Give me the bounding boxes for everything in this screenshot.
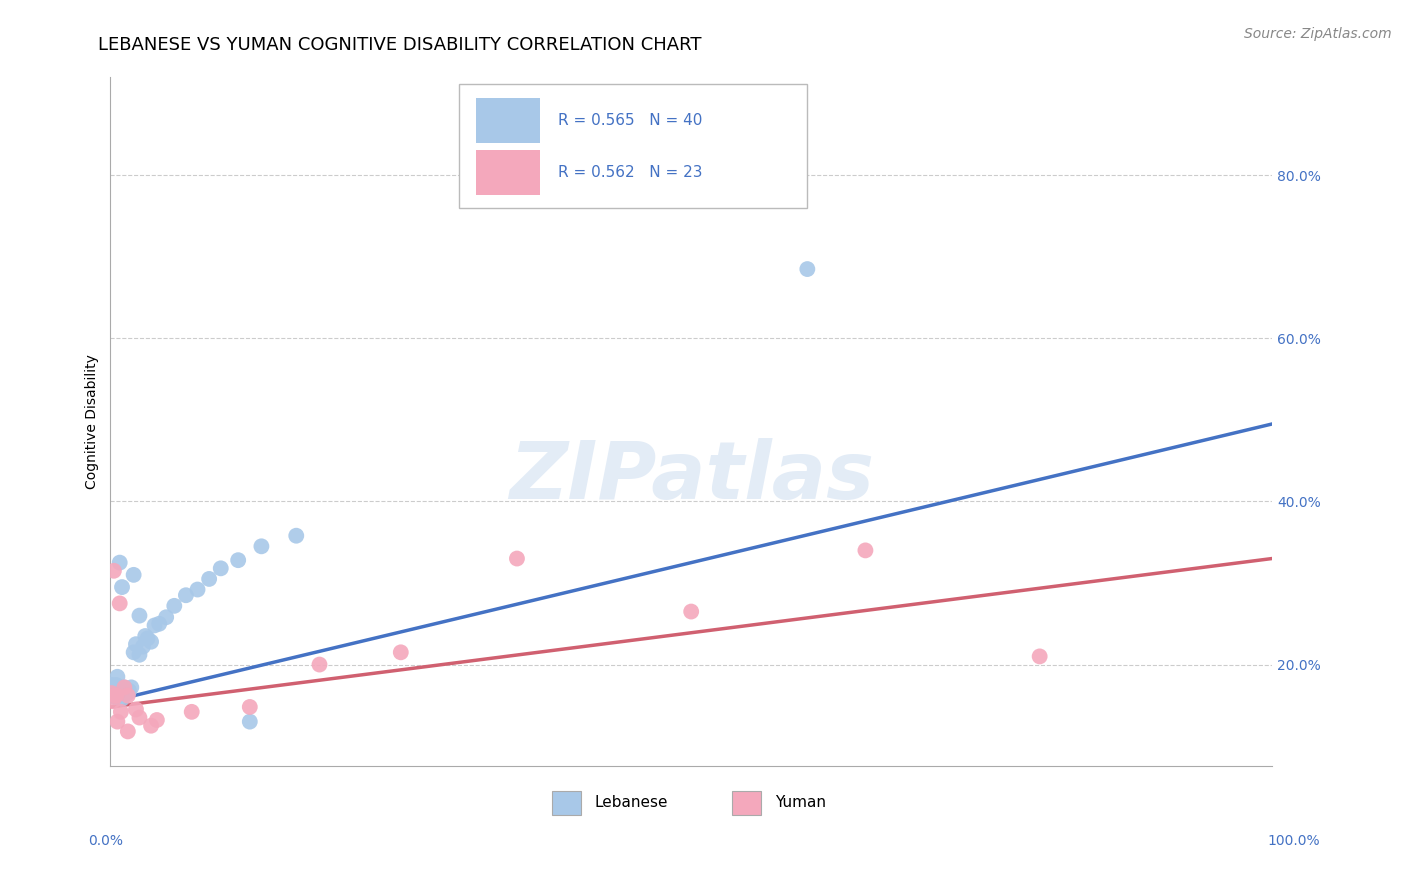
Point bbox=[112, 681, 135, 695]
Point bbox=[163, 599, 186, 613]
Point bbox=[174, 588, 197, 602]
Point bbox=[100, 686, 122, 700]
Point bbox=[114, 683, 136, 698]
Point bbox=[103, 564, 125, 578]
Point bbox=[104, 690, 127, 705]
Point bbox=[103, 686, 125, 700]
Point bbox=[226, 553, 249, 567]
Point bbox=[120, 681, 142, 695]
Point bbox=[250, 539, 273, 553]
Point bbox=[125, 702, 148, 716]
Point bbox=[111, 691, 134, 706]
Point bbox=[239, 714, 262, 729]
Point bbox=[108, 556, 131, 570]
Point bbox=[105, 670, 128, 684]
Point bbox=[148, 616, 170, 631]
Point bbox=[139, 719, 162, 733]
Point bbox=[139, 634, 162, 648]
Point bbox=[105, 714, 128, 729]
Point bbox=[101, 681, 124, 696]
Y-axis label: Cognitive Disability: Cognitive Disability bbox=[86, 354, 100, 490]
Point bbox=[108, 596, 131, 610]
Point bbox=[100, 678, 122, 692]
Point bbox=[143, 618, 166, 632]
Point bbox=[132, 640, 155, 654]
Point bbox=[209, 561, 232, 575]
Point bbox=[136, 632, 159, 646]
Point bbox=[117, 689, 139, 703]
Point bbox=[104, 689, 127, 703]
Point bbox=[112, 681, 135, 695]
FancyBboxPatch shape bbox=[458, 85, 807, 209]
Point bbox=[110, 689, 132, 703]
Point bbox=[198, 572, 221, 586]
Point bbox=[111, 580, 134, 594]
Point bbox=[110, 705, 132, 719]
Point bbox=[128, 710, 150, 724]
Point bbox=[112, 688, 135, 702]
Point bbox=[128, 648, 150, 662]
Point bbox=[128, 608, 150, 623]
Point bbox=[796, 262, 818, 277]
Point bbox=[117, 724, 139, 739]
Point bbox=[1028, 649, 1050, 664]
Point bbox=[180, 705, 202, 719]
Point bbox=[506, 551, 529, 566]
Point bbox=[105, 689, 128, 703]
Point bbox=[681, 605, 703, 619]
Text: Lebanese: Lebanese bbox=[595, 795, 668, 810]
Point bbox=[122, 567, 145, 582]
Point bbox=[134, 629, 156, 643]
Text: R = 0.565   N = 40: R = 0.565 N = 40 bbox=[558, 113, 702, 128]
Text: Source: ZipAtlas.com: Source: ZipAtlas.com bbox=[1244, 27, 1392, 41]
FancyBboxPatch shape bbox=[477, 150, 540, 194]
Point bbox=[101, 694, 124, 708]
Text: Yuman: Yuman bbox=[775, 795, 825, 810]
Point bbox=[108, 683, 131, 698]
Text: LEBANESE VS YUMAN COGNITIVE DISABILITY CORRELATION CHART: LEBANESE VS YUMAN COGNITIVE DISABILITY C… bbox=[98, 36, 702, 54]
Point bbox=[155, 610, 177, 624]
Point bbox=[125, 637, 148, 651]
Point bbox=[855, 543, 877, 558]
Point bbox=[239, 700, 262, 714]
Point bbox=[186, 582, 208, 597]
Point bbox=[117, 686, 139, 700]
FancyBboxPatch shape bbox=[551, 790, 581, 814]
Point bbox=[118, 683, 141, 698]
Point bbox=[105, 678, 128, 692]
FancyBboxPatch shape bbox=[477, 98, 540, 143]
Point bbox=[146, 713, 169, 727]
FancyBboxPatch shape bbox=[733, 790, 761, 814]
Point bbox=[107, 681, 129, 696]
Point bbox=[389, 645, 412, 659]
Point bbox=[122, 645, 145, 659]
Point bbox=[285, 529, 308, 543]
Point bbox=[308, 657, 330, 672]
Text: 100.0%: 100.0% bbox=[1267, 834, 1320, 848]
Text: R = 0.562   N = 23: R = 0.562 N = 23 bbox=[558, 165, 702, 179]
Text: ZIPatlas: ZIPatlas bbox=[509, 438, 873, 516]
Text: 0.0%: 0.0% bbox=[89, 834, 122, 848]
